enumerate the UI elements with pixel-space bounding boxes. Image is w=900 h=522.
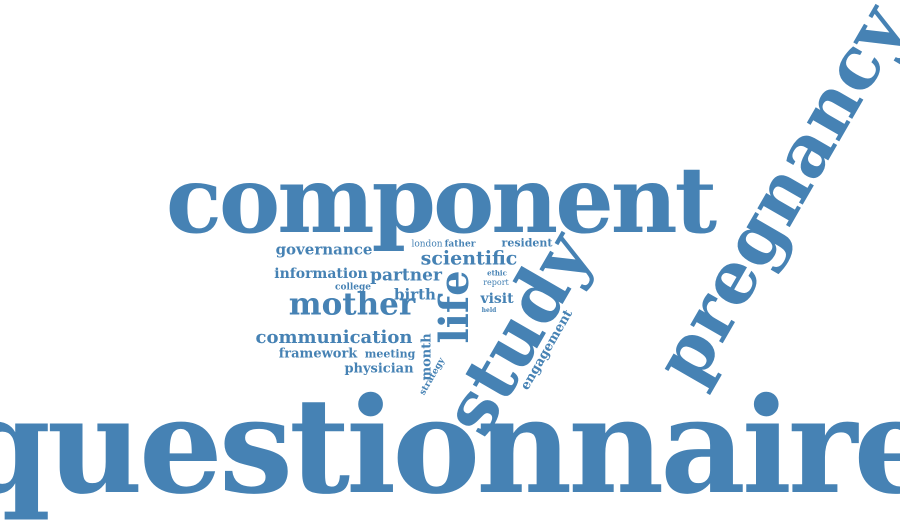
word-partner: partner bbox=[370, 265, 442, 286]
word-physician: physician bbox=[344, 361, 414, 377]
word-ethic: ethic bbox=[487, 268, 507, 278]
word-visit: visit bbox=[480, 291, 514, 307]
word-governance: governance bbox=[275, 240, 373, 259]
word-communication: communication bbox=[255, 327, 413, 348]
word-report: report bbox=[483, 278, 509, 287]
word-questionnaire: questionnaire bbox=[0, 369, 900, 522]
word-london: london bbox=[411, 239, 443, 250]
word-information: information bbox=[274, 266, 368, 282]
word-framework: framework bbox=[278, 346, 358, 362]
word-scientific: scientific bbox=[420, 247, 518, 270]
word-resident: resident bbox=[501, 236, 553, 250]
word-mother: mother bbox=[288, 286, 416, 323]
word-birth: birth bbox=[394, 285, 436, 304]
word-component: component bbox=[165, 146, 717, 254]
word-held: held bbox=[481, 307, 497, 314]
word-meeting: meeting bbox=[364, 347, 416, 361]
word-father: father bbox=[444, 239, 476, 250]
word-college: college bbox=[334, 282, 372, 293]
